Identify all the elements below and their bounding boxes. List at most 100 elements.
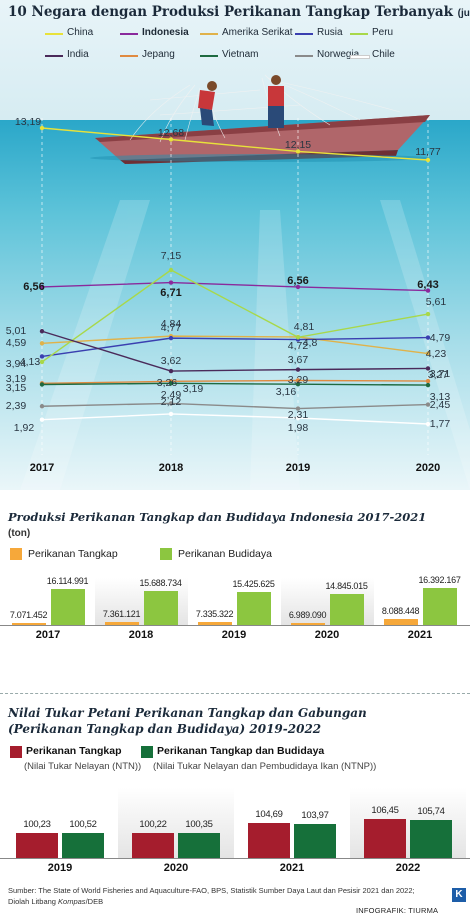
legend-item-rusia: Rusia bbox=[295, 27, 375, 41]
value-label-rusia-2020: 4,79 bbox=[429, 331, 451, 344]
bar-label-perikanan-tangkap-2018: 7.361.121 bbox=[102, 608, 141, 619]
legend-ntn: Perikanan Tangkap (Nilai Tukar Nelayan (… bbox=[10, 745, 210, 775]
value-label-vietnam-2018: 3,19 bbox=[182, 383, 204, 396]
legend-line-jepang bbox=[120, 55, 138, 57]
bar-label-perikanan-tangkap-2022: 106,45 bbox=[371, 804, 399, 816]
x-label-2018: 2018 bbox=[128, 629, 154, 641]
point-indonesia-2020 bbox=[425, 288, 431, 293]
bar-label-perikanan-tangkap-2021: 104,69 bbox=[255, 808, 283, 820]
legend-line-india bbox=[45, 55, 63, 57]
bar-label-perikanan-tangkap-dan-budidaya-2020: 100,35 bbox=[185, 819, 213, 831]
legend-perikanan-budidaya: Perikanan Budidaya bbox=[160, 548, 360, 562]
point-rusia-2018 bbox=[168, 335, 174, 341]
legend-label-rusia: Rusia bbox=[317, 27, 343, 38]
x-label-2020: 2020 bbox=[415, 462, 441, 474]
point-india-2018 bbox=[168, 368, 174, 374]
source-note: Sumber: The State of World Fisheries and… bbox=[8, 886, 415, 906]
value-label-indonesia-2017: 6,56 bbox=[23, 280, 45, 293]
value-label-amerika-serikat-2017: 4,59 bbox=[5, 337, 27, 350]
legend-item-china: China bbox=[45, 27, 125, 41]
bar-perikanan-tangkap-dan-budidaya-2019 bbox=[62, 832, 104, 858]
value-label-chile-2019: 1,98 bbox=[287, 421, 309, 434]
value-label-indonesia-2019: 6,56 bbox=[287, 274, 309, 287]
bar-label-perikanan-budidaya-2019: 15.425.625 bbox=[232, 578, 275, 589]
legend-item-india: India bbox=[45, 49, 125, 63]
bar-perikanan-budidaya-2017 bbox=[50, 589, 85, 625]
point-vietnam-2018 bbox=[168, 381, 174, 386]
ntn-chart-title-line2: (Perikanan Tangkap dan Budidaya) 2019-20… bbox=[8, 722, 322, 736]
line-peru bbox=[41, 269, 429, 363]
bar-perikanan-tangkap-dan-budidaya-2020 bbox=[178, 833, 220, 858]
point-peru-2017 bbox=[39, 359, 45, 365]
value-label-peru-2020: 5,61 bbox=[425, 296, 447, 309]
value-label-jepang-2018: 3,26 bbox=[156, 377, 178, 390]
point-norwegia-2017 bbox=[39, 404, 45, 409]
legend-line-indonesia bbox=[120, 33, 138, 35]
point-norwegia-2019 bbox=[295, 406, 301, 411]
value-label-chile-2017: 1,92 bbox=[13, 421, 35, 434]
bar-label-perikanan-tangkap-2017: 7.071.452 bbox=[9, 609, 48, 620]
legend-swatch-tangkap bbox=[10, 548, 22, 560]
bar-label-perikanan-budidaya-2020: 14.845.015 bbox=[325, 581, 368, 592]
kompas-logo: K bbox=[452, 888, 466, 902]
value-label-vietnam-2017: 3,15 bbox=[5, 382, 27, 395]
x-label-2019: 2019 bbox=[285, 462, 311, 474]
line-series-layer bbox=[39, 125, 431, 427]
bar-perikanan-budidaya-2018 bbox=[143, 591, 178, 625]
bar-perikanan-tangkap-2019 bbox=[16, 833, 58, 858]
bar-perikanan-tangkap-2018 bbox=[104, 621, 139, 625]
point-norwegia-2020 bbox=[425, 402, 431, 407]
value-label-indonesia-2018: 6,71 bbox=[160, 286, 182, 299]
point-indonesia-2018 bbox=[168, 280, 174, 285]
point-jepang-2019 bbox=[295, 378, 301, 383]
bar-label-perikanan-tangkap-2019: 7.335.322 bbox=[195, 608, 234, 619]
legend-label-china: China bbox=[67, 27, 94, 38]
value-label-jepang-2019: 3,29 bbox=[287, 374, 309, 387]
x-label-2022: 2022 bbox=[395, 862, 421, 874]
point-chile-2018 bbox=[168, 411, 174, 417]
legend-label-peru: Peru bbox=[372, 27, 394, 38]
legend-line-rusia bbox=[295, 33, 313, 35]
bar-label-perikanan-budidaya-2018: 15.688.734 bbox=[139, 578, 182, 588]
point-rusia-2020 bbox=[425, 335, 431, 340]
legend-label-vietnam: Vietnam bbox=[222, 49, 259, 60]
boat-illustration bbox=[90, 74, 430, 164]
line-indonesia bbox=[41, 281, 429, 292]
credit: INFOGRAFIK: TIURMA bbox=[356, 906, 439, 915]
bar-label-perikanan-tangkap-dan-budidaya-2021: 103,97 bbox=[301, 810, 329, 822]
legend-swatch-ntnp bbox=[141, 746, 153, 758]
x-label-2021: 2021 bbox=[279, 862, 305, 874]
point-china-2017 bbox=[39, 125, 45, 131]
point-india-2020 bbox=[425, 366, 431, 371]
value-label-amerika-serikat-2019: 4,81 bbox=[293, 320, 315, 333]
bar-label-perikanan-tangkap-2020: 100,22 bbox=[139, 819, 167, 831]
value-label-india-2017: 5,01 bbox=[5, 325, 27, 338]
value-label-rusia-2019: 4,72 bbox=[287, 339, 309, 352]
line-rusia bbox=[41, 336, 429, 358]
legend-item-norwegia: Norwegia bbox=[295, 49, 375, 63]
legend-label-indonesia: Indonesia bbox=[142, 27, 189, 38]
legend-line-norwegia bbox=[295, 55, 313, 57]
point-china-2019 bbox=[295, 149, 301, 154]
legend-line-peru bbox=[350, 33, 368, 35]
x-label-2017: 2017 bbox=[29, 462, 55, 474]
point-peru-2018 bbox=[168, 267, 174, 273]
legend-line-vietnam bbox=[200, 55, 218, 57]
baseline bbox=[0, 858, 470, 859]
value-label-amerika-serikat-2020: 4,23 bbox=[425, 347, 447, 360]
value-label-indonesia-2020: 6,43 bbox=[417, 278, 439, 291]
point-chile-2019 bbox=[295, 415, 301, 421]
line-china bbox=[41, 127, 429, 161]
x-label-2020: 2020 bbox=[314, 629, 340, 641]
bar-perikanan-tangkap-2020 bbox=[290, 623, 325, 625]
x-label-2021: 2021 bbox=[407, 629, 433, 641]
production-chart-unit: (ton) bbox=[8, 528, 31, 539]
value-label-norwegia-2017: 2,39 bbox=[5, 400, 27, 413]
value-label-chile-2018: 2,12 bbox=[160, 395, 182, 408]
line-amerika-serikat bbox=[41, 335, 429, 355]
legend-label-india: India bbox=[67, 49, 89, 60]
value-label-jepang-2020: 3,27 bbox=[427, 369, 449, 382]
value-label-jepang-2017: 3,19 bbox=[5, 373, 27, 386]
x-label-2019: 2019 bbox=[221, 629, 247, 641]
point-rusia-2017 bbox=[39, 354, 45, 359]
